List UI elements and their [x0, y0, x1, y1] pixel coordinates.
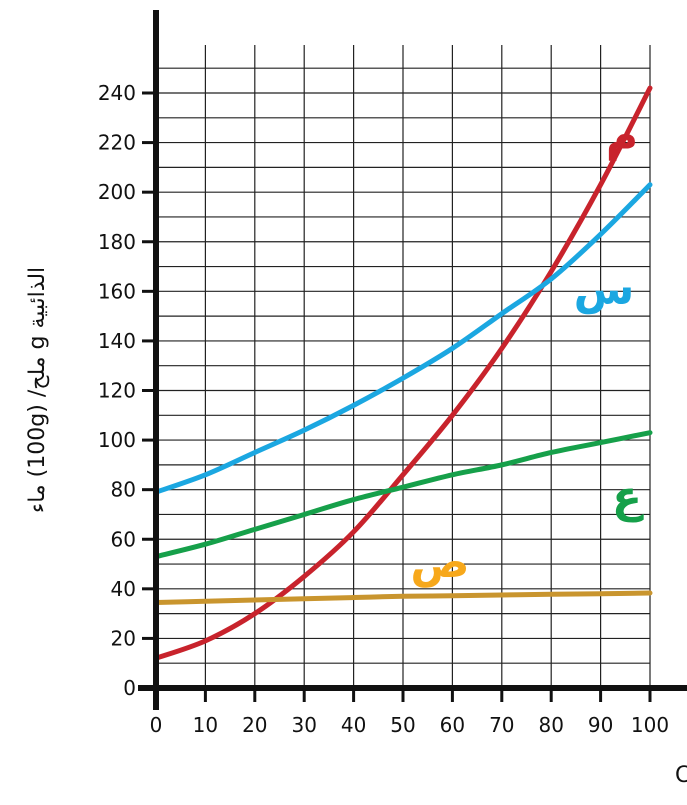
y-tick-label: 20	[111, 626, 136, 650]
series-label: ص	[410, 537, 469, 588]
y-tick-label: 100	[98, 428, 136, 452]
y-tick-label: 140	[98, 329, 136, 353]
y-axis-title: الذائبية g ملح/ (100g) ماء	[25, 267, 50, 513]
series-label: س	[574, 264, 635, 315]
x-tick-label: 40	[341, 713, 366, 737]
x-tick-label: 0	[150, 713, 163, 737]
y-tick-label: 160	[98, 279, 136, 303]
x-tick-label: 100	[631, 713, 669, 737]
series-line	[153, 85, 653, 661]
y-tick-label: 180	[98, 230, 136, 254]
series-label: ع	[612, 472, 644, 523]
series-label: م	[606, 110, 638, 161]
tick-labels: 0 20 40 60 80 100 120 140 160 180 200 220 240 0 10 20 30…	[98, 81, 669, 737]
series-curves	[153, 85, 653, 661]
series-line	[153, 590, 653, 605]
series-line	[153, 182, 653, 495]
y-tick-label: 0	[123, 676, 136, 700]
y-tick-label: 200	[98, 180, 136, 204]
x-tick-label: 70	[489, 713, 514, 737]
y-tick-label: 120	[98, 379, 136, 403]
x-tick-label: 20	[242, 713, 267, 737]
x-axis-title: درجة الحرارة °C	[675, 763, 687, 788]
axes	[138, 10, 687, 710]
y-tick-label: 80	[111, 478, 136, 502]
x-tick-label: 10	[193, 713, 218, 737]
x-tick-label: 80	[538, 713, 563, 737]
y-tick-label: 60	[111, 527, 136, 551]
x-tick-label: 90	[588, 713, 613, 737]
y-tick-label: 240	[98, 81, 136, 105]
x-tick-label: 30	[291, 713, 316, 737]
x-tick-label: 60	[440, 713, 465, 737]
y-tick-label: 40	[111, 577, 136, 601]
y-tick-label: 220	[98, 131, 136, 155]
x-tick-label: 50	[390, 713, 415, 737]
series-labels: م س ع ص	[410, 110, 644, 588]
series-line	[153, 430, 653, 560]
